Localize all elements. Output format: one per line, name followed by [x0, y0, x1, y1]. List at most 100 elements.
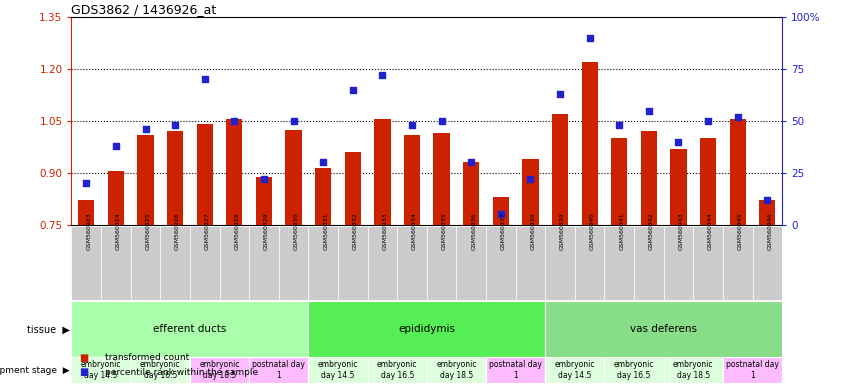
Bar — [71, 226, 101, 300]
Text: GSM560936: GSM560936 — [471, 212, 476, 250]
Text: embryonic
day 16.5: embryonic day 16.5 — [614, 361, 654, 380]
Point — [198, 76, 211, 83]
Text: GSM560931: GSM560931 — [323, 212, 328, 250]
Text: GSM560923: GSM560923 — [87, 212, 92, 250]
Text: embryonic
day 14.5: embryonic day 14.5 — [81, 361, 121, 380]
Point — [109, 143, 123, 149]
Bar — [516, 226, 545, 300]
Bar — [730, 119, 746, 225]
Point — [495, 211, 508, 217]
Text: GSM560943: GSM560943 — [679, 212, 684, 250]
Point — [672, 139, 685, 145]
Bar — [220, 226, 249, 300]
Point — [435, 118, 448, 124]
Text: GSM560927: GSM560927 — [204, 212, 209, 250]
Point — [139, 126, 152, 132]
Bar — [101, 226, 130, 300]
Bar — [108, 171, 124, 225]
Bar — [249, 357, 309, 383]
Point — [405, 122, 419, 128]
Bar — [374, 119, 390, 225]
Bar — [522, 159, 538, 225]
Bar — [753, 226, 782, 300]
Bar — [581, 62, 598, 225]
Point — [316, 159, 330, 166]
Bar — [309, 226, 338, 300]
Point — [464, 159, 478, 166]
Text: GSM560925: GSM560925 — [145, 212, 151, 250]
Bar — [486, 226, 516, 300]
Bar — [278, 226, 309, 300]
Text: postnatal day
1: postnatal day 1 — [252, 361, 305, 380]
Bar — [397, 226, 426, 300]
Text: GSM560928: GSM560928 — [235, 212, 240, 250]
Text: percentile rank within the sample: percentile rank within the sample — [105, 368, 258, 377]
Bar — [670, 149, 686, 225]
Text: embryonic
day 18.5: embryonic day 18.5 — [673, 361, 713, 380]
Text: GSM560932: GSM560932 — [352, 212, 357, 250]
Bar — [404, 135, 420, 225]
Bar — [693, 226, 723, 300]
Text: epididymis: epididymis — [399, 324, 455, 334]
Bar — [545, 357, 605, 383]
Bar — [545, 301, 782, 357]
Text: GSM560940: GSM560940 — [590, 212, 595, 250]
Bar — [545, 226, 575, 300]
Bar — [664, 357, 723, 383]
Text: development stage  ▶: development stage ▶ — [0, 366, 70, 375]
Bar — [723, 357, 782, 383]
Bar — [190, 357, 249, 383]
Text: ■: ■ — [80, 367, 93, 377]
Text: embryonic
day 14.5: embryonic day 14.5 — [318, 361, 358, 380]
Bar — [664, 226, 693, 300]
Text: embryonic
day 18.5: embryonic day 18.5 — [436, 361, 477, 380]
Bar — [345, 152, 361, 225]
Text: ■: ■ — [80, 353, 93, 363]
Bar — [309, 301, 545, 357]
Point — [287, 118, 300, 124]
Bar — [78, 200, 94, 225]
Text: GSM560944: GSM560944 — [708, 212, 713, 250]
Point — [643, 108, 656, 114]
Bar — [161, 226, 190, 300]
Text: efferent ducts: efferent ducts — [153, 324, 226, 334]
Text: GSM560929: GSM560929 — [264, 212, 269, 250]
Bar — [575, 226, 605, 300]
Text: GSM560935: GSM560935 — [442, 212, 447, 250]
Point — [376, 72, 389, 78]
Bar — [552, 114, 569, 225]
Point — [524, 176, 537, 182]
Text: GSM560941: GSM560941 — [619, 212, 624, 250]
Point — [731, 114, 744, 120]
Bar — [167, 131, 183, 225]
Point — [553, 91, 567, 97]
Text: transformed count: transformed count — [105, 353, 189, 362]
Bar — [197, 124, 213, 225]
Text: vas deferens: vas deferens — [630, 324, 697, 334]
Bar — [338, 226, 368, 300]
Text: GSM560946: GSM560946 — [767, 212, 772, 250]
Bar — [256, 177, 272, 225]
Bar — [433, 133, 450, 225]
Bar — [634, 226, 664, 300]
Bar — [426, 357, 486, 383]
Text: postnatal day
1: postnatal day 1 — [489, 361, 542, 380]
Text: embryonic
day 16.5: embryonic day 16.5 — [377, 361, 417, 380]
Bar — [486, 357, 545, 383]
Text: GSM560926: GSM560926 — [175, 212, 180, 250]
Text: embryonic
day 14.5: embryonic day 14.5 — [554, 361, 595, 380]
Bar — [457, 226, 486, 300]
Point — [760, 197, 774, 203]
Bar — [611, 138, 627, 225]
Text: GSM560934: GSM560934 — [412, 212, 417, 250]
Bar — [285, 130, 302, 225]
Text: GSM560930: GSM560930 — [294, 212, 299, 250]
Text: GDS3862 / 1436926_at: GDS3862 / 1436926_at — [71, 3, 217, 16]
Bar — [137, 135, 154, 225]
Point — [80, 180, 93, 186]
Bar — [723, 226, 753, 300]
Bar — [71, 357, 130, 383]
Text: GSM560933: GSM560933 — [383, 212, 388, 250]
Bar — [759, 200, 775, 225]
Bar — [463, 162, 479, 225]
